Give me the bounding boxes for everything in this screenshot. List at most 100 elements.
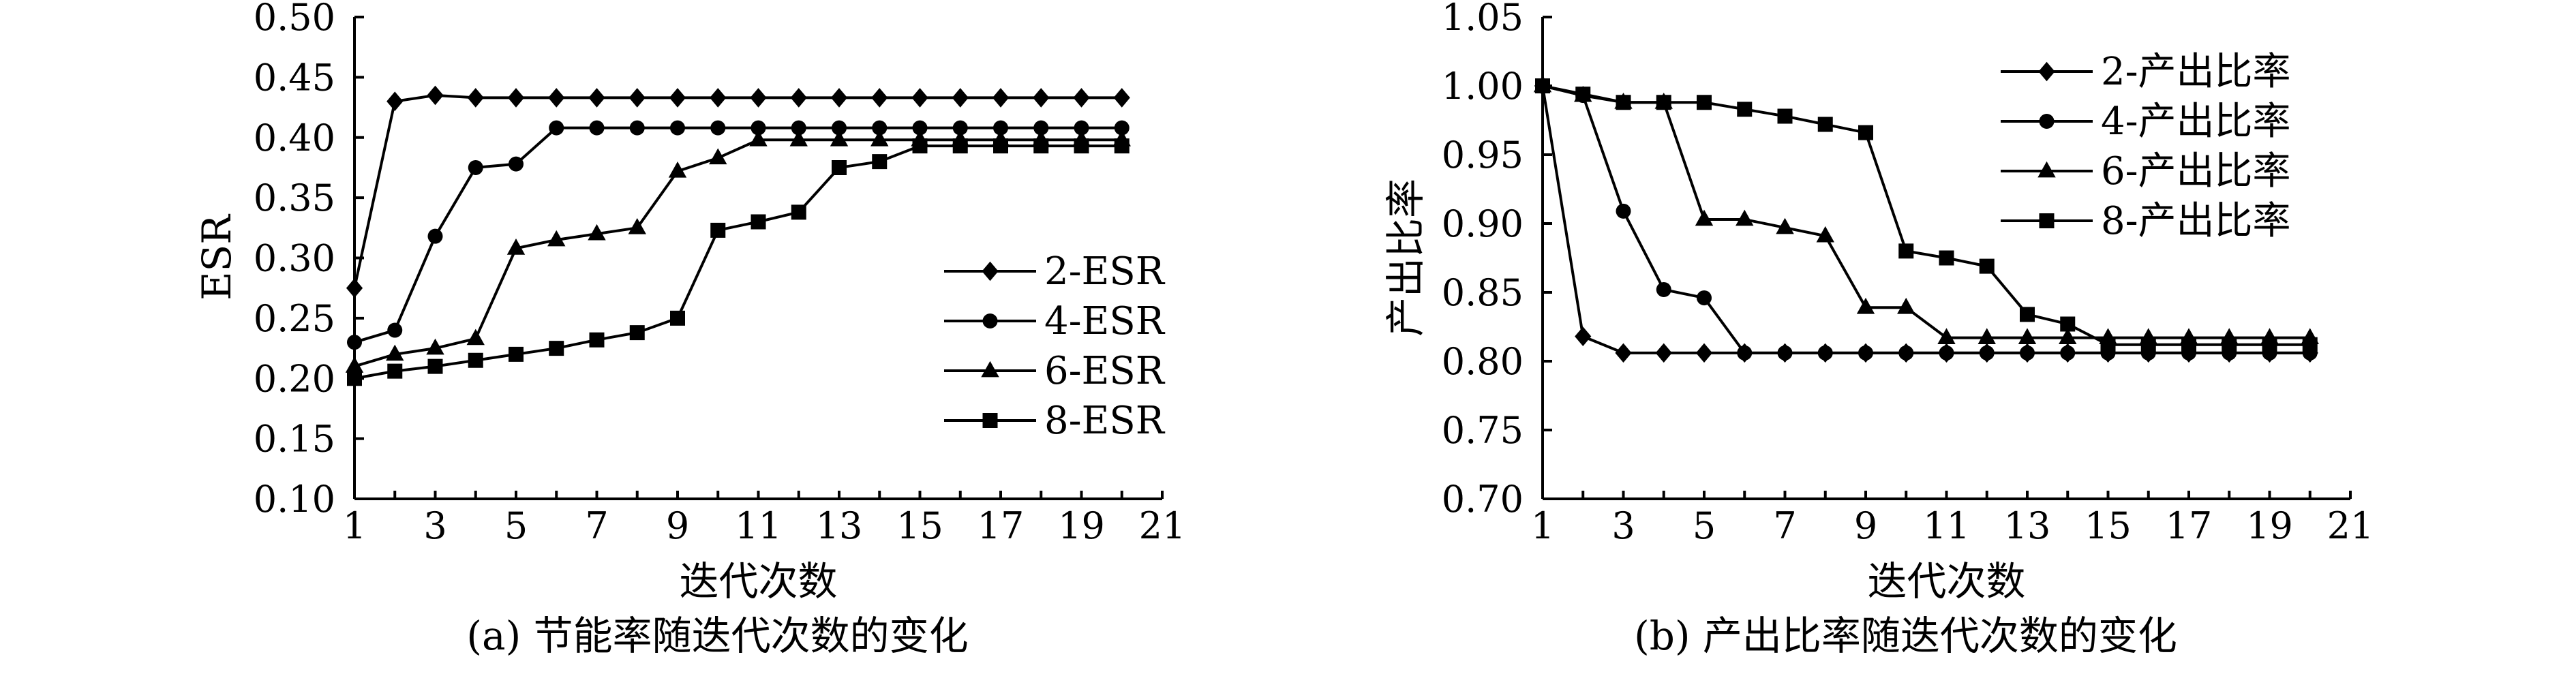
data-point (791, 120, 806, 136)
data-point (589, 120, 605, 136)
chart-caption: (a) 节能率随迭代次数的变化 (466, 613, 968, 659)
data-point (872, 120, 888, 136)
data-point (1575, 87, 1591, 102)
data-point (387, 91, 404, 112)
x-tick-label: 19 (1058, 504, 1105, 547)
legend-marker (2039, 213, 2055, 228)
data-point (749, 129, 768, 147)
data-point (346, 278, 363, 298)
data-point (870, 129, 889, 147)
data-point (1695, 343, 1713, 363)
data-point (1655, 343, 1672, 363)
data-point (1697, 95, 1712, 110)
chart-panel-a: 0.100.150.200.250.300.350.400.450.501 3 5 7… (194, 0, 1185, 659)
x-tick-label: 11 (735, 504, 782, 547)
data-point (911, 88, 928, 108)
data-point (2020, 307, 2035, 322)
x-tick-label: 5 (1693, 504, 1716, 547)
x-tick-label: 17 (2166, 504, 2213, 547)
legend-label: 6-ESR (1044, 349, 1166, 393)
data-point (507, 88, 525, 108)
data-point (1656, 95, 1671, 110)
data-point (1615, 343, 1632, 363)
data-point (629, 120, 645, 136)
data-point (427, 85, 444, 106)
y-tick-label: 0.30 (254, 237, 335, 280)
data-point (830, 88, 848, 108)
legend-label: 2-产出比率 (2101, 50, 2291, 94)
data-point (709, 148, 727, 165)
data-point (872, 154, 888, 170)
data-point (710, 88, 727, 108)
legend-marker (2039, 114, 2055, 129)
series-line (354, 138, 1122, 368)
data-point (952, 138, 968, 154)
y-axis-label: ESR (194, 213, 240, 301)
legend-marker (2037, 161, 2056, 178)
x-tick-label: 3 (1611, 504, 1635, 547)
y-tick-label: 0.50 (254, 0, 335, 39)
legend-label: 4-ESR (1044, 299, 1166, 343)
data-point (467, 88, 484, 108)
data-point (790, 88, 807, 108)
x-tick-label: 17 (978, 504, 1025, 547)
data-point (1856, 297, 1875, 314)
y-tick-label: 0.35 (254, 177, 335, 219)
data-point (549, 120, 564, 136)
series-8-ESR (347, 138, 1130, 386)
data-point (830, 129, 849, 147)
data-point (751, 214, 766, 230)
data-point (1736, 209, 1754, 226)
data-point (1697, 290, 1712, 306)
y-tick-label: 1.00 (1442, 65, 1524, 108)
x-tick-label: 7 (1773, 504, 1796, 547)
data-point (670, 310, 685, 326)
data-point (1978, 328, 1996, 345)
data-point (345, 356, 364, 373)
data-point (1937, 328, 1956, 345)
data-point (832, 120, 847, 136)
data-point (548, 88, 565, 108)
data-point (993, 120, 1008, 136)
data-point (1737, 345, 1753, 361)
data-point (628, 88, 646, 108)
data-point (1073, 88, 1090, 108)
y-axis-label: 产出比率 (1382, 179, 1429, 337)
x-tick-label: 21 (1139, 504, 1186, 547)
x-tick-label: 21 (2327, 504, 2374, 547)
data-point (952, 88, 969, 108)
x-tick-label: 7 (585, 504, 608, 547)
data-point (1817, 117, 1833, 132)
y-tick-label: 0.40 (254, 117, 335, 159)
y-tick-label: 0.20 (254, 357, 335, 400)
data-point (549, 341, 564, 356)
data-point (2060, 316, 2076, 332)
data-point (1979, 258, 1995, 274)
x-tick-label: 13 (816, 504, 863, 547)
data-point (952, 120, 968, 136)
data-point (912, 138, 928, 154)
data-point (2222, 337, 2237, 352)
x-tick-label: 11 (1923, 504, 1970, 547)
data-point (1114, 120, 1130, 136)
data-point (1898, 345, 1914, 361)
y-tick-label: 0.90 (1442, 202, 1524, 245)
x-tick-label: 13 (2004, 504, 2051, 547)
data-point (588, 88, 605, 108)
data-point (670, 120, 685, 136)
x-tick-label: 9 (1854, 504, 1877, 547)
y-tick-label: 0.70 (1442, 478, 1524, 521)
data-point (751, 120, 766, 136)
x-tick-label: 15 (2085, 504, 2132, 547)
data-point (1033, 88, 1050, 108)
x-tick-label: 1 (343, 504, 366, 547)
data-point (710, 222, 726, 238)
data-point (426, 338, 444, 355)
legend-label: 8-ESR (1044, 399, 1166, 443)
data-point (750, 88, 767, 108)
x-tick-label: 5 (504, 504, 528, 547)
data-point (832, 159, 847, 175)
data-point (1737, 102, 1753, 117)
data-point (669, 88, 686, 108)
